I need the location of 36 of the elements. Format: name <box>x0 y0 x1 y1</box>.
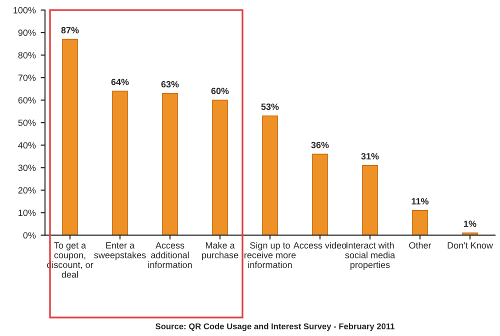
y-tick-label: 60% <box>18 97 36 104</box>
bar <box>162 92 178 236</box>
bar <box>312 154 328 236</box>
data-label: 36% <box>311 142 329 148</box>
y-tick-label: 0% <box>23 232 36 239</box>
bar <box>262 115 278 236</box>
bar <box>112 90 128 236</box>
data-label: 1% <box>464 220 476 227</box>
x-tick-label: Access video <box>293 242 346 249</box>
bar <box>212 100 228 236</box>
y-tick-label: 100% <box>14 7 36 14</box>
bar <box>62 38 78 236</box>
y-tick-label: 50% <box>18 120 36 126</box>
source-note: Source: QR Code Usage and Interest Survey - February 2011 <box>156 323 394 331</box>
y-tick-label: 80% <box>18 52 36 58</box>
x-tick-label: Enter a sweepstakes <box>94 242 146 260</box>
data-label: 63% <box>161 81 179 88</box>
x-tick-label: Other <box>409 242 432 249</box>
y-tick-label: 10% <box>18 210 36 216</box>
y-tick-label: 30% <box>18 164 36 172</box>
y-tick-label: 90% <box>18 30 36 36</box>
y-tick-label: 40% <box>18 142 36 149</box>
data-label: 87% <box>61 27 79 34</box>
data-label: 31% <box>361 153 379 160</box>
data-label: 11% <box>412 198 429 204</box>
data-label: 60% <box>211 88 229 94</box>
data-label: 53% <box>261 104 279 110</box>
bar <box>412 210 428 236</box>
x-tick-label: Interact with social media properties <box>345 242 396 270</box>
x-tick-label: Don't Know <box>448 242 493 249</box>
y-tick-label: 70% <box>18 74 36 81</box>
y-tick-label: 20% <box>18 187 36 194</box>
data-label: 64% <box>111 78 129 86</box>
bar <box>362 164 378 236</box>
x-tick-label: Make a purchase <box>202 242 238 260</box>
x-tick-label: Access additional information <box>148 242 192 268</box>
